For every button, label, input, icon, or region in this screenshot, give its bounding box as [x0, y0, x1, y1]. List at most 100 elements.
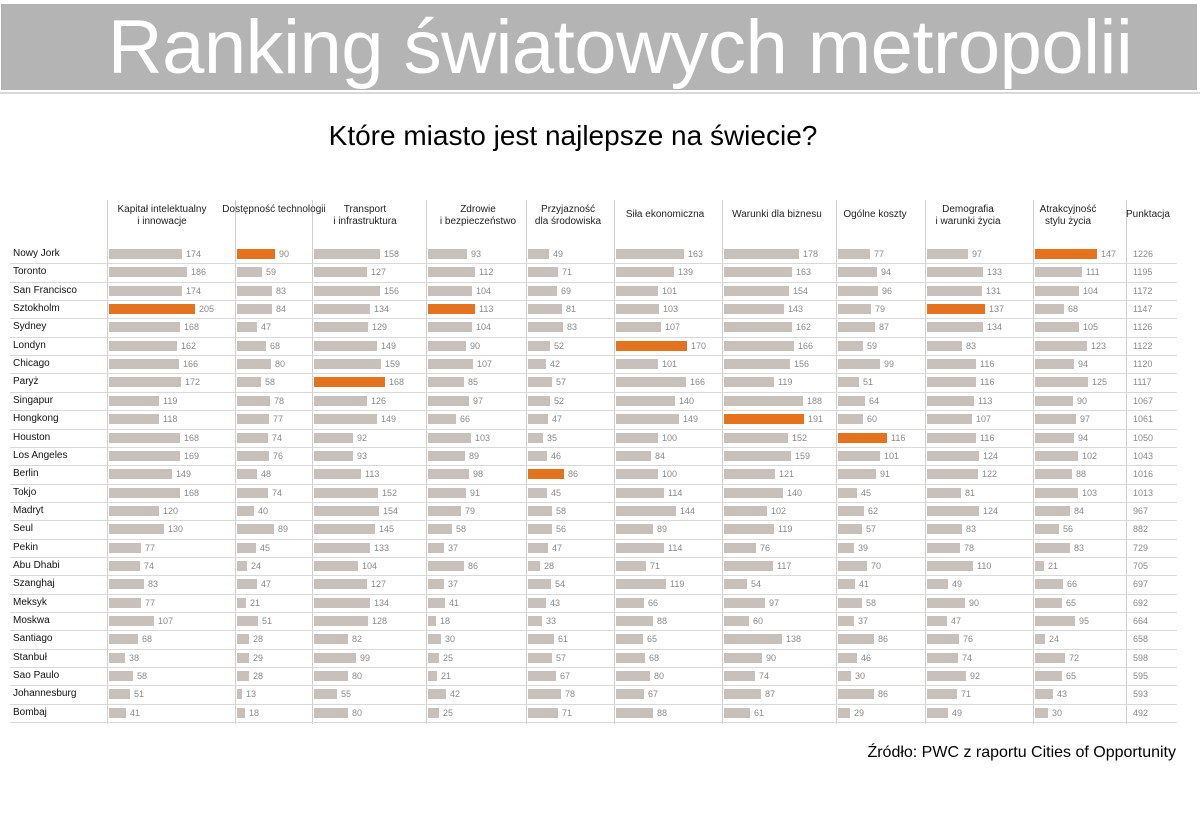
bar — [237, 543, 256, 553]
column-divider — [235, 200, 236, 724]
value-label: 191 — [808, 414, 824, 424]
bar — [1035, 634, 1045, 644]
value-label: 174 — [186, 286, 202, 296]
value-label: 29 — [854, 708, 865, 718]
value-label: 90 — [766, 653, 777, 663]
value-label: 88 — [657, 616, 668, 626]
row-separator — [10, 502, 1177, 503]
value-label: 139 — [678, 267, 694, 277]
row-separator — [10, 410, 1177, 411]
city-label: Szanghaj — [13, 578, 55, 589]
bar — [1035, 286, 1079, 296]
bar — [237, 561, 247, 571]
value-label: 87 — [879, 322, 890, 332]
bar — [1035, 249, 1097, 259]
row-separator — [10, 392, 1177, 393]
bar — [927, 414, 972, 424]
value-label: 58 — [265, 377, 276, 387]
value-label: 79 — [875, 304, 886, 314]
bar — [838, 451, 880, 461]
bar — [724, 653, 762, 663]
value-label: 119 — [778, 524, 793, 534]
value-label: 152 — [382, 488, 398, 498]
bar — [528, 341, 550, 351]
bar — [838, 543, 854, 553]
value-label: 101 — [662, 286, 678, 296]
bar — [428, 469, 469, 479]
value-label: 104 — [476, 322, 492, 332]
value-label: 168 — [184, 433, 200, 443]
bar — [528, 359, 546, 369]
value-label: 67 — [648, 689, 659, 699]
value-label: 68 — [270, 341, 281, 351]
bar — [838, 616, 854, 626]
chart-subtitle: Które miasto jest najlepsze na świecie? — [328, 120, 818, 151]
value-label: 80 — [275, 359, 286, 369]
value-label: 81 — [566, 304, 577, 314]
bar — [616, 286, 658, 296]
value-label: 74 — [272, 488, 283, 498]
city-label: Chicago — [13, 358, 50, 369]
total-score: 1067 — [1133, 396, 1154, 406]
row-separator — [10, 373, 1177, 374]
bar — [237, 396, 270, 406]
value-label: 56 — [556, 524, 567, 534]
bar — [616, 451, 651, 461]
value-label: 119 — [670, 579, 685, 589]
bar — [109, 396, 159, 406]
bar — [528, 561, 540, 571]
bar — [109, 469, 172, 479]
value-label: 40 — [258, 506, 269, 516]
value-label: 114 — [668, 488, 683, 498]
bar — [314, 304, 370, 314]
row-separator — [10, 337, 1177, 338]
value-label: 47 — [261, 579, 272, 589]
bar — [428, 322, 472, 332]
bar — [528, 414, 548, 424]
value-label: 58 — [556, 506, 567, 516]
bar — [724, 598, 765, 608]
value-label: 159 — [795, 451, 811, 461]
bar — [314, 469, 361, 479]
row-separator — [10, 722, 1177, 723]
bar — [528, 433, 543, 443]
value-label: 94 — [881, 267, 892, 277]
bar — [314, 598, 370, 608]
value-label: 74 — [962, 653, 973, 663]
value-label: 104 — [1083, 286, 1099, 296]
bar — [314, 616, 368, 626]
bar — [927, 653, 958, 663]
row-separator — [10, 520, 1177, 521]
bar — [616, 267, 674, 277]
row-separator — [10, 429, 1177, 430]
bar — [838, 469, 876, 479]
value-label: 60 — [753, 616, 764, 626]
row-separator — [10, 263, 1177, 264]
value-label: 90 — [969, 598, 980, 608]
value-label: 55 — [341, 689, 352, 699]
value-label: 42 — [450, 689, 461, 699]
bar — [724, 433, 788, 443]
value-label: 118 — [163, 414, 178, 424]
value-label: 107 — [158, 616, 174, 626]
city-label: Meksyk — [13, 597, 47, 608]
bar — [724, 377, 774, 387]
value-label: 129 — [372, 322, 388, 332]
row-separator — [10, 685, 1177, 686]
value-label: 154 — [793, 286, 809, 296]
bar — [109, 433, 180, 443]
row-separator — [10, 557, 1177, 558]
bar — [109, 671, 133, 681]
bar — [528, 267, 558, 277]
value-label: 140 — [787, 488, 803, 498]
value-label: 83 — [148, 579, 159, 589]
bar — [838, 341, 863, 351]
bar — [428, 561, 464, 571]
bar — [616, 543, 664, 553]
bar — [109, 708, 126, 718]
bar — [724, 322, 792, 332]
value-label: 188 — [807, 396, 823, 406]
row-separator — [10, 704, 1177, 705]
value-label: 65 — [647, 634, 658, 644]
bar — [237, 708, 245, 718]
